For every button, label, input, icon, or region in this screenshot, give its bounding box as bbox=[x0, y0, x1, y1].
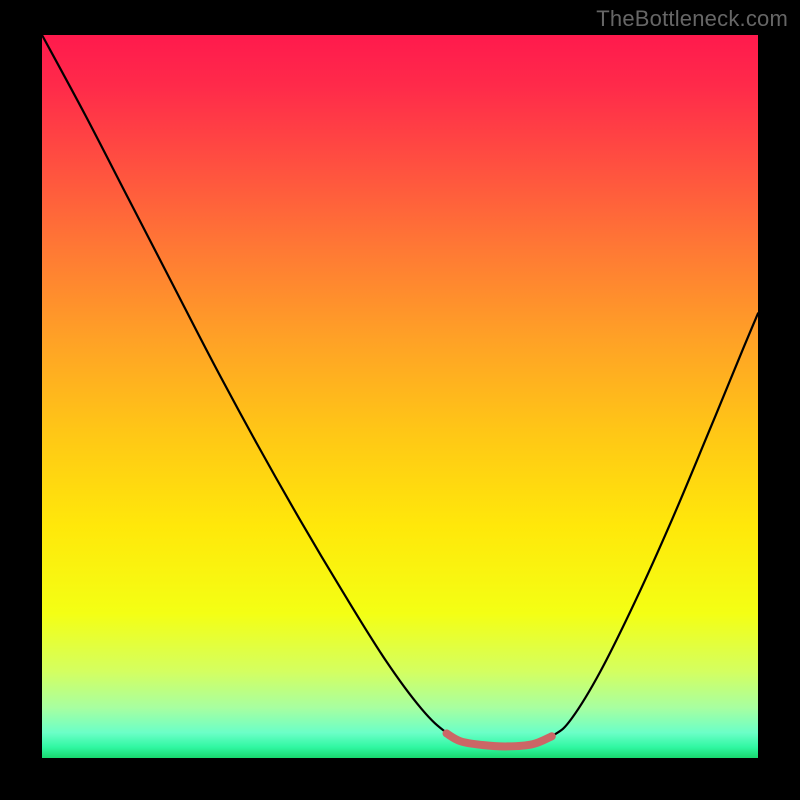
gradient-background bbox=[42, 35, 758, 758]
watermark-text: TheBottleneck.com bbox=[596, 6, 788, 32]
chart-frame: TheBottleneck.com bbox=[0, 0, 800, 800]
bottleneck-chart bbox=[42, 35, 758, 758]
